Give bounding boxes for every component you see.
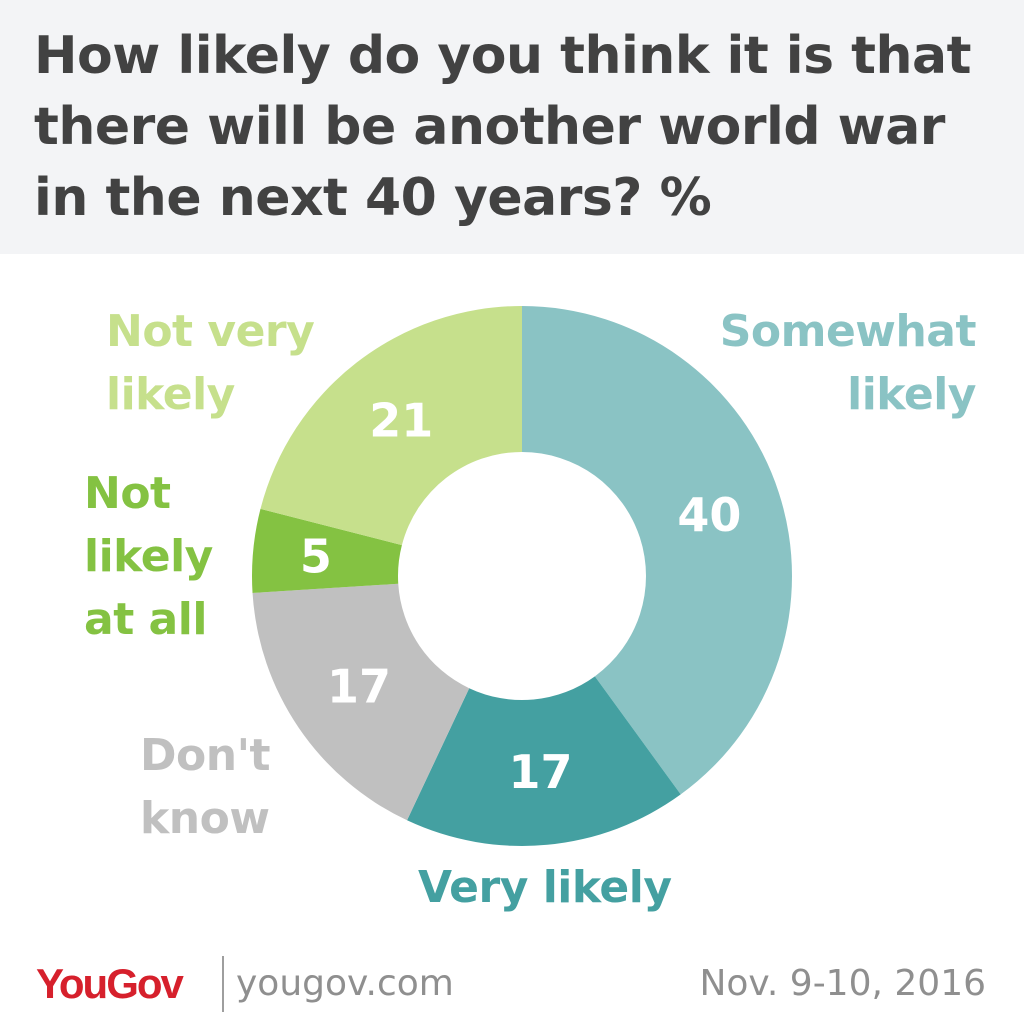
legend-not-very-likely-line-2: likely	[106, 369, 235, 420]
legend-not-likely-at-all-line-1: Not	[84, 468, 171, 519]
legend-dont-know-line-2: know	[140, 793, 270, 844]
title-line-2: there will be another world war	[34, 97, 945, 157]
title-line-1: How likely do you think it is that	[34, 26, 972, 86]
footer-date: Nov. 9-10, 2016	[699, 963, 986, 1004]
title-header: How likely do you think it is that there…	[0, 0, 1024, 254]
title-line-3: in the next 40 years? %	[34, 168, 712, 228]
slice-don-t-know	[252, 583, 470, 821]
legend-not-likely-at-all: Not likely at all	[84, 462, 213, 651]
legend-not-likely-at-all-line-3: at all	[84, 594, 207, 645]
yougov-logo: YouGov	[36, 960, 184, 1007]
legend-somewhat-likely-line-1: Somewhat	[719, 306, 977, 357]
legend-not-likely-at-all-line-2: likely	[84, 531, 213, 582]
legend-somewhat-likely: Somewhat likely	[700, 300, 977, 426]
slice-not-very-likely	[260, 306, 522, 546]
value-labels-layer: 40 17 17 5 21	[300, 393, 741, 799]
footer-site-link[interactable]: yougov.com	[236, 963, 454, 1004]
slice-not-likely-at-all	[252, 508, 402, 593]
legend-very-likely: Very likely	[418, 856, 672, 919]
slice-somewhat-likely	[522, 306, 792, 795]
legend-dont-know-line-1: Don't	[140, 730, 271, 781]
value-label-don-t-know: 17	[327, 660, 391, 714]
legend-not-very-likely: Not very likely	[106, 300, 315, 426]
legend-very-likely-line-1: Very likely	[418, 862, 672, 913]
value-label-somewhat-likely: 40	[677, 488, 741, 542]
value-label-not-likely-at-all: 5	[300, 530, 332, 584]
value-label-very-likely: 17	[509, 745, 573, 799]
legend-somewhat-likely-line-2: likely	[847, 369, 976, 420]
value-label-not-very-likely: 21	[369, 393, 433, 447]
footer-divider	[222, 956, 224, 1012]
slices-layer	[252, 306, 792, 846]
legend-not-very-likely-line-1: Not very	[106, 306, 315, 357]
legend-dont-know: Don't know	[140, 724, 271, 850]
slice-very-likely	[407, 676, 681, 846]
